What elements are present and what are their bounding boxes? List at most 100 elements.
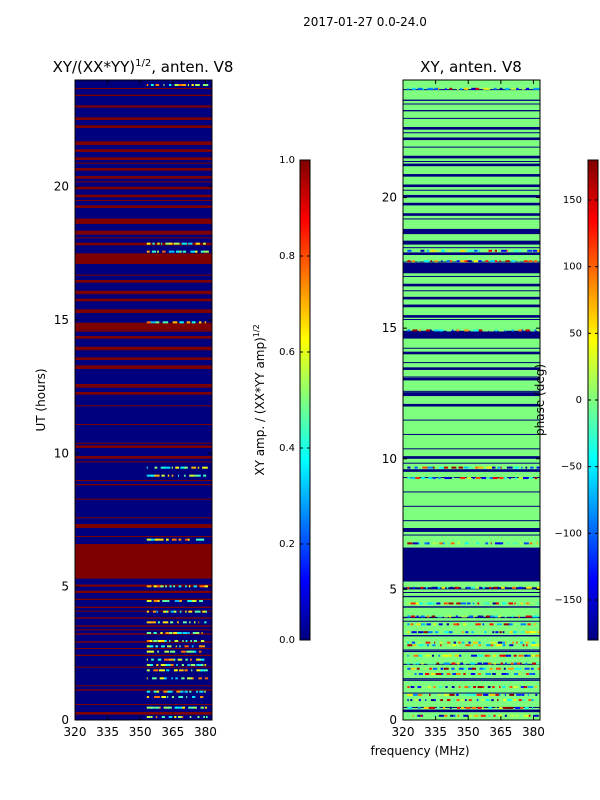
phase-speckle [499,260,501,263]
phase-speckle [529,631,536,634]
phase-speckle [460,706,465,709]
amplitude-speckle [146,640,151,642]
amplitude-y-tick-label: 10 [54,446,69,460]
amplitude-speckle [189,650,196,653]
phase-speckle [456,672,461,675]
phase-speckle [457,623,460,626]
phase-speckle [453,641,456,644]
phase-speckle [520,623,527,626]
phase-speckle [473,260,478,263]
phase-band [403,679,540,681]
phase-speckle [504,87,510,90]
phase-speckle [448,631,453,634]
phase-speckle [471,631,474,634]
phase-speckle [415,602,421,605]
amplitude-band [75,544,212,579]
amplitude-speckle [173,610,176,613]
phase-speckle [525,631,532,634]
phase-speckle [418,631,424,634]
amplitude-speckle [191,84,194,86]
phase-fine-line [403,649,540,651]
phase-speckle [520,542,522,545]
phase-speckle [442,654,449,657]
phase-speckle [488,706,492,709]
phase-fine-line [403,477,540,479]
phase-speckle [471,654,477,657]
amplitude-speckle [198,677,202,680]
phase-speckle [498,714,502,717]
phase-speckle [486,477,491,480]
phase-band [403,262,540,274]
phase-speckle [513,672,519,675]
phase-speckle [427,631,433,634]
amplitude-speckle [146,84,149,86]
phase-speckle [456,693,459,696]
phase-speckle [407,672,413,675]
amplitude-speckle [168,716,174,718]
phase-speckle [531,641,536,644]
phase-speckle [427,615,430,618]
phase-speckle [475,477,481,480]
phase-speckle [437,615,443,618]
phase-speckle [515,477,517,480]
phase-speckle [434,641,436,644]
amplitude-speckle [186,696,188,698]
phase-speckle [483,641,486,644]
phase-speckle [509,477,511,480]
phase-speckle [464,686,470,689]
phase-speckle [489,329,494,332]
amplitude-speckle [178,706,182,709]
amplitude-band [75,392,212,395]
phase-speckle [443,466,449,469]
phase-speckle [418,672,423,675]
phase-fine-line [403,347,540,349]
phase-speckle [468,714,473,717]
phase-band [403,528,540,532]
phase-speckle [432,667,438,670]
phase-speckle [500,662,504,665]
amplitude-speckle [199,690,204,693]
amplitude-speckle [174,706,179,709]
phase-speckle [407,249,412,252]
amplitude-speckle [163,690,168,693]
phase-speckle [413,662,416,665]
phase-speckle [417,686,422,689]
phase-speckle [476,542,480,545]
amplitude-speckle [192,677,194,680]
amplitude-x-tick-label: 320 [64,725,87,739]
phase-speckle [451,686,455,689]
phase-speckle [487,662,492,665]
amplitude-speckle [185,610,187,613]
phase-speckle [441,586,446,589]
amplitude-fine-line [75,293,212,295]
phase-speckle [464,329,469,332]
phase-fine-line [403,362,540,364]
phase-speckle [416,662,419,665]
phase-speckle [471,693,476,696]
amplitude-speckle [179,250,181,253]
phase-band [403,456,540,459]
phase-speckle [448,615,452,618]
amplitude-fine-line [75,685,212,687]
amplitude-speckle [161,716,165,718]
amplitude-speckle [146,600,152,602]
phase-speckle [427,602,434,605]
amplitude-fine-line [75,144,212,145]
amplitude-plot-frame [74,79,213,721]
phase-colorbar-tick-label: −100 [555,528,582,539]
amplitude-speckle [146,632,152,634]
amplitude-speckle [166,645,172,648]
phase-fine-line [403,189,540,191]
phase-band [403,709,540,713]
amplitude-speckle [159,669,165,672]
phase-speckle [438,477,441,480]
phase-speckle [502,654,508,657]
phase-speckle [461,693,467,696]
phase-speckle [442,542,445,545]
amplitude-speckle [204,664,207,666]
amplitude-fine-line [75,704,212,705]
phase-speckle [448,602,454,605]
phase-speckle [440,662,442,665]
phase-speckle [486,466,493,469]
phase-speckle [410,699,413,702]
